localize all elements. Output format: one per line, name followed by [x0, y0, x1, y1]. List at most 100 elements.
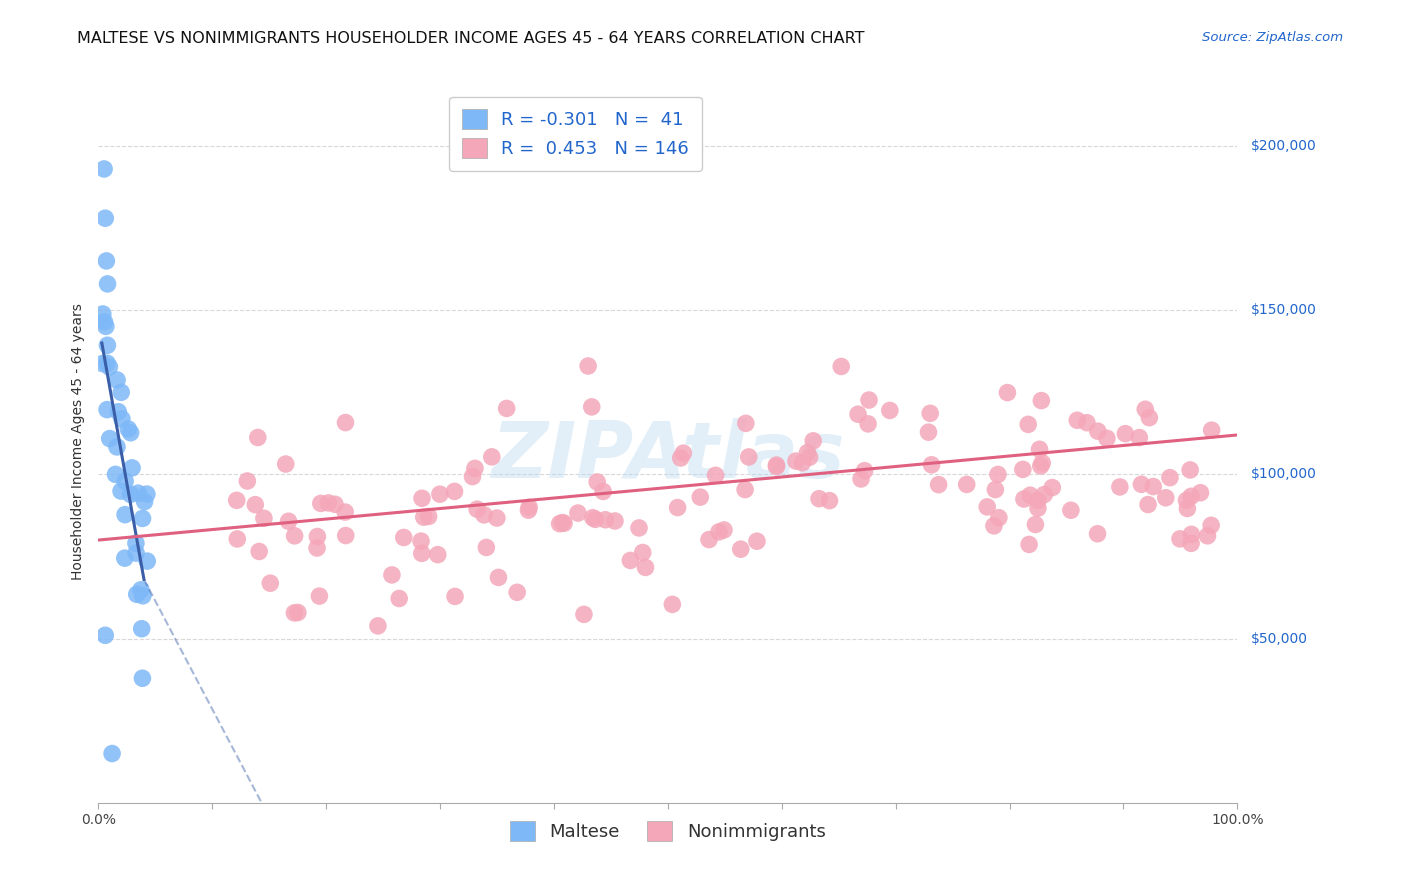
Point [110, 385, 132, 400]
Point [586, 475, 609, 489]
Point [125, 587, 148, 601]
Legend: Maltese, Nonimmigrants: Maltese, Nonimmigrants [503, 814, 832, 848]
Point [135, 487, 157, 501]
Point [634, 560, 657, 574]
Point [131, 511, 153, 525]
Point [131, 671, 153, 685]
Point [283, 606, 305, 620]
Point [572, 607, 595, 622]
Point [98, 432, 121, 446]
Point [307, 529, 329, 543]
Point [799, 450, 821, 465]
Point [1029, 458, 1052, 473]
Point [91, 307, 114, 321]
Point [745, 534, 768, 549]
Point [765, 459, 787, 474]
Point [856, 417, 879, 431]
Point [444, 590, 467, 604]
Point [96, 402, 118, 417]
Point [1180, 536, 1202, 550]
Point [506, 585, 529, 599]
Point [619, 553, 641, 567]
Point [713, 523, 735, 537]
Point [997, 385, 1019, 400]
Point [411, 491, 433, 506]
Point [94, 211, 117, 226]
Point [110, 484, 132, 499]
Point [921, 458, 943, 472]
Point [131, 622, 153, 636]
Point [472, 508, 495, 522]
Point [1028, 442, 1050, 457]
Point [429, 487, 451, 501]
Point [672, 446, 695, 460]
Point [1178, 463, 1201, 477]
Point [734, 483, 756, 497]
Point [666, 500, 689, 515]
Point [1137, 498, 1160, 512]
Point [734, 417, 756, 431]
Point [879, 403, 901, 417]
Point [983, 518, 1005, 533]
Point [1201, 423, 1223, 437]
Point [111, 412, 134, 426]
Point [846, 407, 869, 421]
Point [984, 483, 1007, 497]
Point [689, 490, 711, 504]
Point [1019, 488, 1042, 502]
Point [603, 514, 626, 528]
Point [225, 493, 247, 508]
Point [1130, 477, 1153, 491]
Point [592, 484, 614, 499]
Point [104, 467, 127, 482]
Point [1095, 431, 1118, 445]
Point [976, 500, 998, 514]
Y-axis label: Householder Income Ages 45 - 64 years: Householder Income Ages 45 - 64 years [72, 303, 86, 580]
Point [136, 554, 159, 568]
Text: MALTESE VS NONIMMIGRANTS HOUSEHOLDER INCOME AGES 45 - 64 YEARS CORRELATION CHART: MALTESE VS NONIMMIGRANTS HOUSEHOLDER INC… [77, 31, 865, 46]
Point [1159, 470, 1181, 484]
Point [1060, 503, 1083, 517]
Point [1024, 517, 1046, 532]
Point [956, 477, 979, 491]
Point [551, 516, 574, 530]
Point [1189, 485, 1212, 500]
Point [1142, 479, 1164, 493]
Point [1180, 489, 1202, 503]
Point [796, 445, 818, 459]
Point [226, 532, 249, 546]
Point [517, 503, 540, 517]
Point [284, 529, 307, 543]
Point [323, 497, 346, 511]
Point [1137, 410, 1160, 425]
Point [309, 496, 332, 510]
Point [1040, 481, 1063, 495]
Point [920, 406, 942, 420]
Point [1168, 532, 1191, 546]
Point [785, 454, 807, 468]
Point [461, 469, 484, 483]
Point [392, 531, 415, 545]
Point [287, 606, 309, 620]
Point [818, 493, 841, 508]
Point [117, 422, 139, 436]
Point [96, 356, 118, 370]
Point [412, 510, 434, 524]
Point [418, 509, 440, 524]
Point [274, 457, 297, 471]
Point [96, 338, 118, 352]
Point [1128, 431, 1150, 445]
Point [987, 467, 1010, 482]
Text: $50,000: $50,000 [1251, 632, 1308, 646]
Point [381, 568, 404, 582]
Point [1031, 456, 1053, 470]
Text: $150,000: $150,000 [1251, 303, 1317, 318]
Point [134, 494, 156, 508]
Point [277, 514, 299, 528]
Point [1114, 426, 1136, 441]
Point [853, 464, 876, 478]
Point [132, 589, 155, 603]
Point [129, 582, 152, 597]
Point [707, 524, 730, 539]
Point [114, 474, 136, 488]
